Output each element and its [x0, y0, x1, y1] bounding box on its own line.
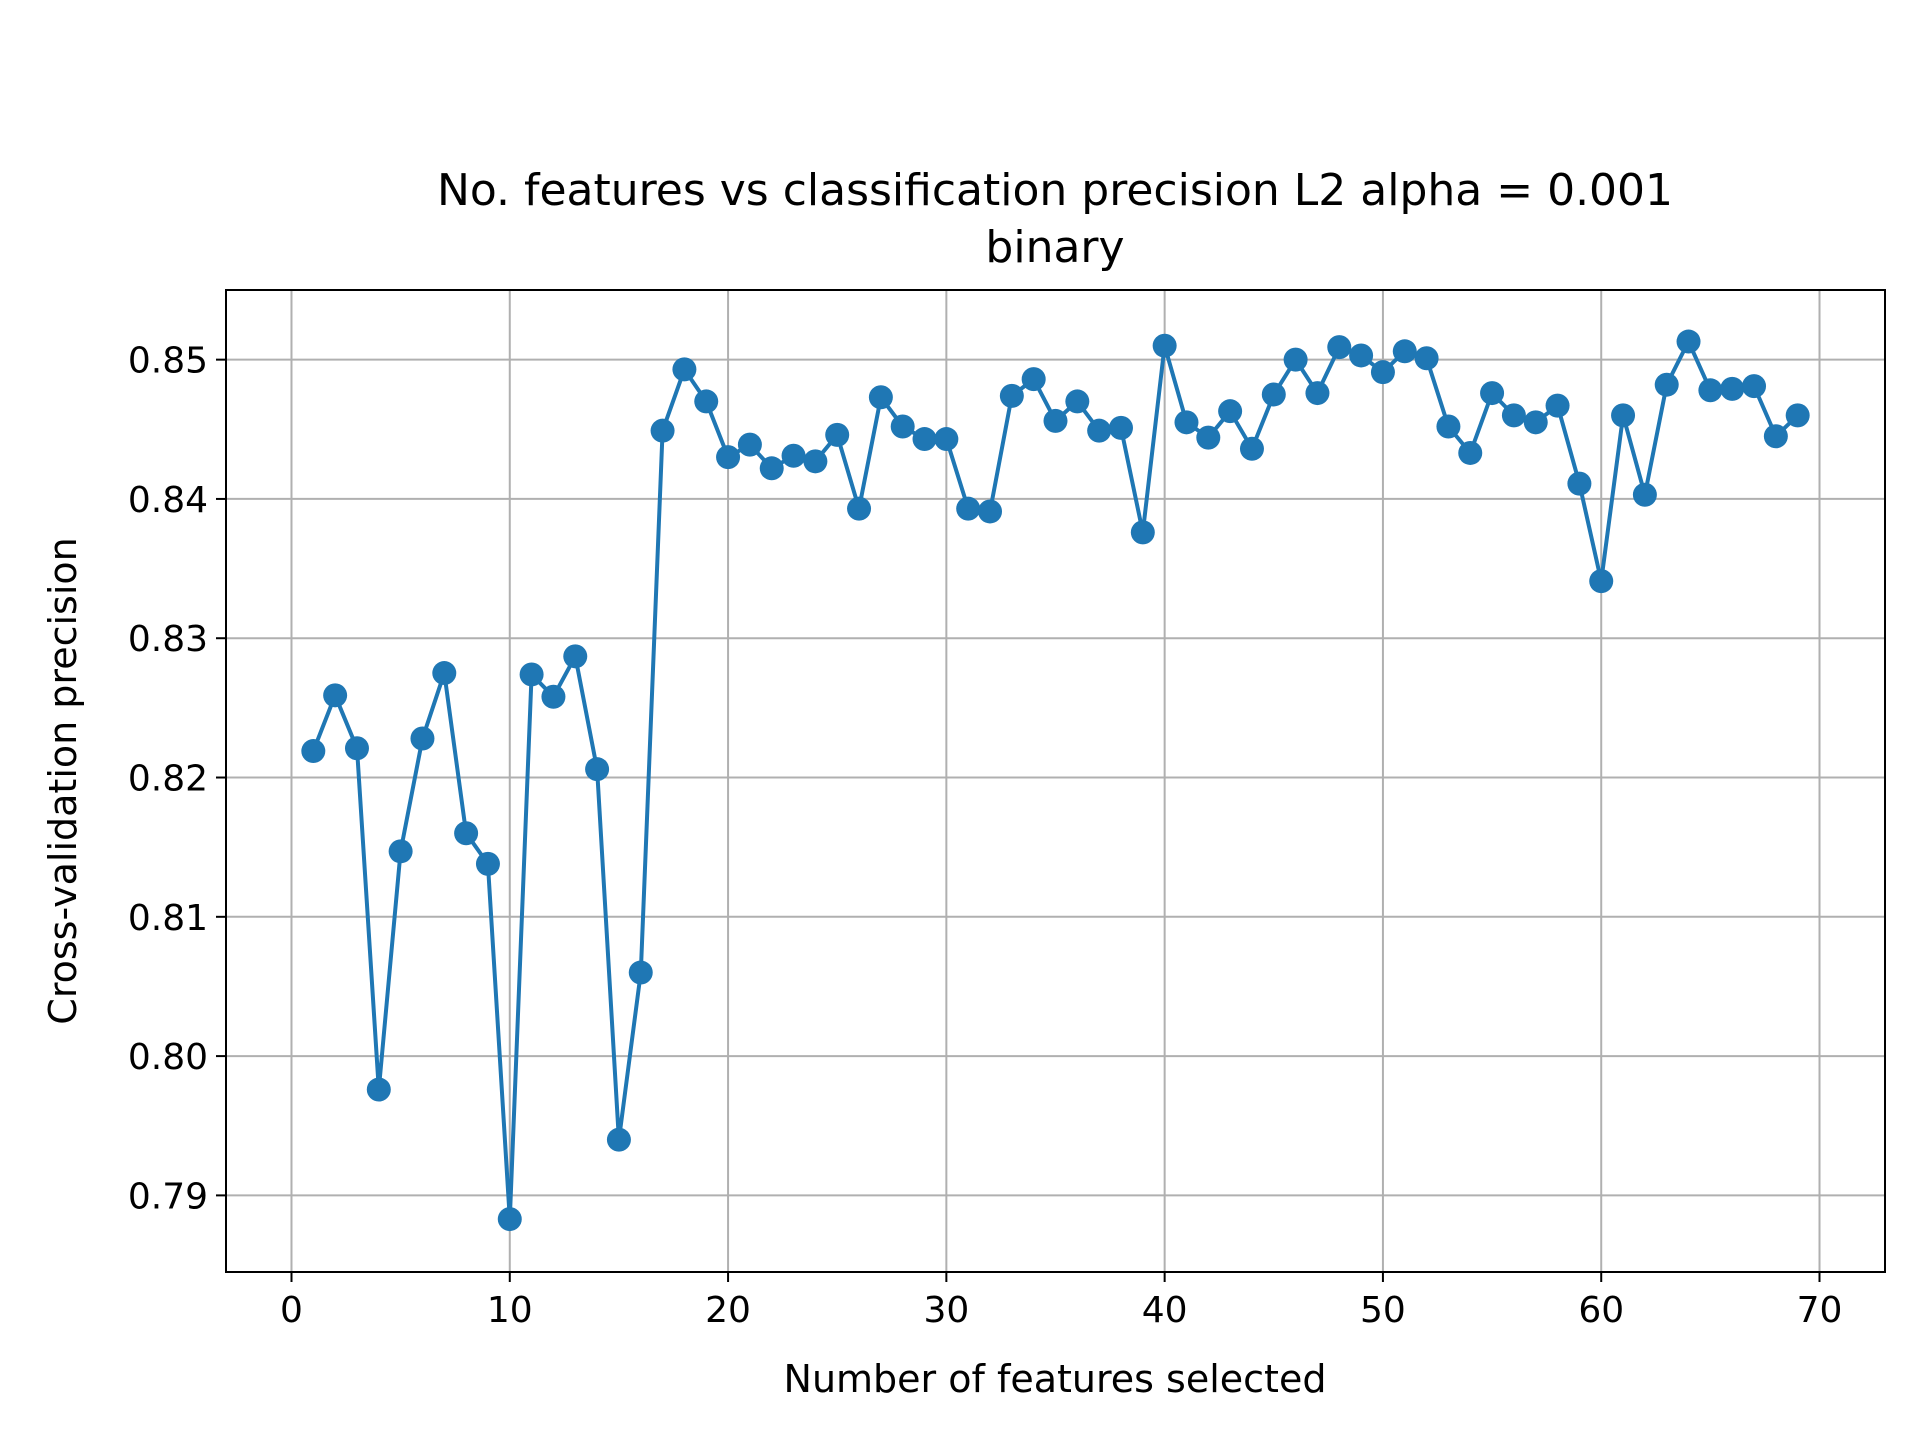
data-point — [454, 821, 479, 846]
data-point — [716, 445, 741, 470]
data-point — [606, 1127, 631, 1152]
data-point — [388, 839, 413, 864]
data-point — [475, 851, 500, 876]
data-point — [1283, 347, 1308, 372]
data-point — [1108, 415, 1133, 440]
data-point — [1632, 482, 1657, 507]
x-tick-label: 70 — [1797, 1290, 1843, 1331]
y-tick-label: 0.82 — [128, 759, 208, 800]
x-axis-label: Number of features selected — [784, 1357, 1327, 1401]
data-point — [323, 683, 348, 708]
data-point — [847, 496, 872, 521]
data-point — [1501, 403, 1526, 428]
y-tick-label: 0.85 — [128, 341, 208, 382]
data-point — [1458, 440, 1483, 465]
data-point — [1698, 378, 1723, 403]
data-point — [432, 661, 457, 686]
data-point — [1523, 410, 1548, 435]
data-point — [803, 449, 828, 474]
data-point — [628, 960, 653, 985]
data-point — [650, 418, 675, 443]
data-point — [694, 389, 719, 414]
data-point — [519, 662, 544, 687]
y-tick-label: 0.81 — [128, 898, 208, 939]
y-axis-label: Cross-validation precision — [41, 537, 85, 1024]
data-point — [1589, 569, 1614, 594]
data-point — [1087, 418, 1112, 443]
data-point — [1436, 414, 1461, 439]
data-point — [1174, 410, 1199, 435]
series-layer — [301, 329, 1810, 1232]
grid — [226, 290, 1885, 1272]
data-point — [301, 739, 326, 764]
data-point — [1370, 360, 1395, 385]
data-point — [999, 383, 1024, 408]
data-point — [1218, 399, 1243, 424]
data-point — [497, 1207, 522, 1232]
data-point — [781, 443, 806, 468]
data-point — [1305, 381, 1330, 406]
data-point — [934, 427, 959, 452]
data-point — [825, 422, 850, 447]
y-tick-label: 0.84 — [128, 480, 208, 521]
data-point — [1654, 372, 1679, 397]
data-point — [1567, 471, 1592, 496]
plot-frame — [225, 289, 1886, 1273]
data-point — [1239, 436, 1264, 461]
data-point — [563, 644, 588, 669]
data-point — [1152, 333, 1177, 358]
y-tick-label: 0.79 — [128, 1176, 208, 1217]
data-point — [1065, 389, 1090, 414]
data-point — [1611, 403, 1636, 428]
data-point — [344, 736, 369, 761]
data-point — [1414, 346, 1439, 371]
data-point — [1327, 335, 1352, 360]
x-axis: 0 10 20 30 40 50 60 70 — [280, 1272, 1842, 1331]
data-point — [1043, 408, 1068, 433]
x-tick-label: 60 — [1578, 1290, 1624, 1331]
x-tick-label: 50 — [1360, 1290, 1406, 1331]
data-point — [868, 385, 893, 410]
y-tick-label: 0.80 — [128, 1037, 208, 1078]
data-point — [672, 357, 697, 382]
y-axis: 0.79 0.80 0.81 0.82 0.83 0.84 0.85 — [128, 341, 226, 1217]
data-point — [956, 496, 981, 521]
data-point — [737, 432, 762, 457]
data-point — [541, 684, 566, 709]
chart-title: No. features vs classification precision… — [437, 165, 1673, 216]
data-point — [1392, 339, 1417, 364]
data-point — [1196, 425, 1221, 450]
data-point — [1785, 403, 1810, 428]
data-point — [1545, 393, 1570, 418]
x-tick-label: 40 — [1142, 1290, 1188, 1331]
data-point — [1021, 367, 1046, 392]
data-point — [1480, 381, 1505, 406]
data-point — [1261, 382, 1286, 407]
data-point — [1676, 329, 1701, 354]
x-tick-label: 30 — [923, 1290, 969, 1331]
data-point — [366, 1077, 391, 1102]
data-point — [1130, 520, 1155, 545]
x-tick-label: 10 — [487, 1290, 533, 1331]
data-point — [912, 427, 937, 452]
data-point — [1742, 374, 1767, 399]
x-tick-label: 0 — [280, 1290, 303, 1331]
data-point — [585, 757, 610, 782]
data-point — [1349, 343, 1374, 368]
data-point — [978, 499, 1003, 524]
data-point — [1763, 424, 1788, 449]
chart-subtitle: binary — [985, 222, 1124, 273]
data-point — [1720, 376, 1745, 401]
data-point — [759, 456, 784, 481]
data-point — [410, 726, 435, 751]
x-tick-label: 20 — [705, 1290, 751, 1331]
data-point — [890, 414, 915, 439]
y-tick-label: 0.83 — [128, 619, 208, 660]
